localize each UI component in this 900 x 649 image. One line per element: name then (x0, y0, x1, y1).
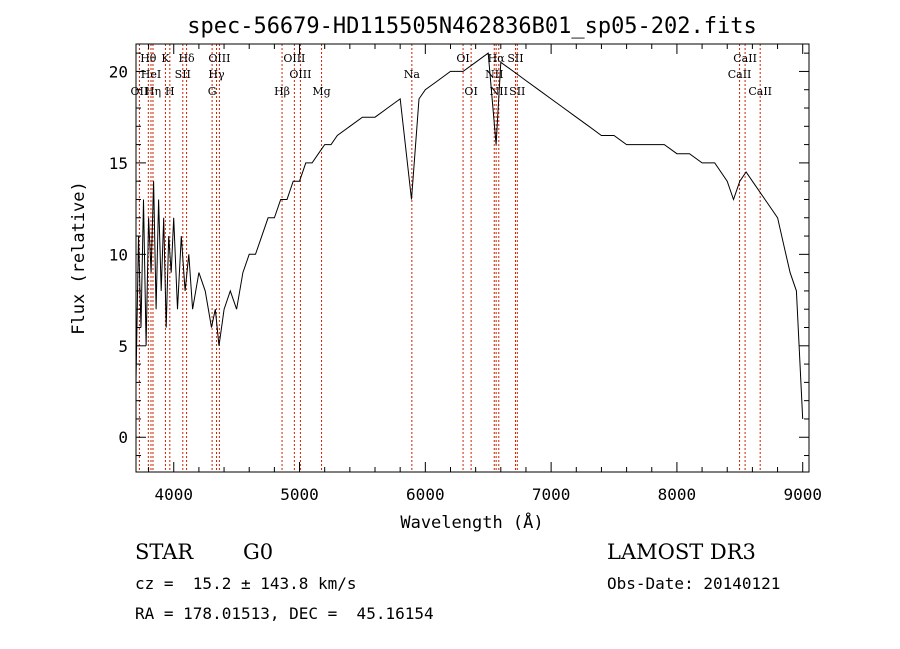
redshift-value: cz = 15.2 ± 143.8 km/s (135, 574, 357, 593)
observation-date: Obs-Date: 20140121 (607, 574, 781, 593)
x-axis-label: Wavelength (Å) (400, 511, 543, 533)
line-label-11: OIII (283, 52, 305, 65)
line-label-5: H (165, 85, 175, 98)
coordinates: RA = 178.01513, DEC = 45.16154 (135, 604, 434, 623)
survey-name: LAMOST DR3 (607, 540, 756, 564)
line-label-14: Mg (312, 85, 330, 98)
line-label-17: OI (464, 85, 477, 98)
x-tick-label-6000: 6000 (406, 485, 445, 504)
y-tick-label-15: 15 (109, 154, 128, 173)
line-label-22: SII (509, 85, 525, 98)
line-label-12: OIII (289, 68, 311, 81)
y-axis: 0 5 10 15 20 (109, 52, 809, 457)
line-label-16: OI (456, 52, 469, 65)
line-label-6: SII (175, 68, 191, 81)
y-tick-label-10: 10 (109, 245, 128, 264)
x-tick-label-5000: 5000 (280, 485, 319, 504)
chart-title: spec-56679-HD115505N462836B01_sp05-202.f… (187, 14, 757, 39)
line-label-0: Hθ (140, 52, 157, 65)
line-label-10: G (208, 85, 217, 98)
line-label-13: Hβ (274, 85, 290, 98)
line-label-2: HeI (141, 68, 161, 81)
object-subclass: G0 (243, 540, 274, 564)
line-label-9: Hγ (208, 68, 225, 81)
y-tick-label-5: 5 (118, 337, 128, 356)
line-label-23: CaII (733, 52, 757, 65)
line-label-15: Na (404, 68, 421, 81)
x-tick-label-4000: 4000 (154, 485, 193, 504)
line-label-1: OII (131, 85, 149, 98)
spectrum-line (135, 52, 804, 420)
object-class: STAR (135, 540, 194, 564)
x-axis: 4000 5000 6000 7000 8000 9000 (148, 44, 822, 504)
y-axis-label: Flux (relative) (69, 181, 89, 335)
line-label-3: Hη (145, 85, 161, 98)
line-label-7: Hδ (178, 52, 195, 65)
x-tick-label-9000: 9000 (783, 485, 822, 504)
line-label-8: OIII (208, 52, 230, 65)
x-tick-label-8000: 8000 (658, 485, 697, 504)
spectral-line-markers (138, 44, 761, 472)
plot-frame (135, 43, 810, 473)
line-label-24: CaII (728, 68, 752, 81)
x-tick-label-7000: 7000 (532, 485, 571, 504)
line-label-25: CaII (748, 85, 772, 98)
line-label-21: SII (507, 52, 523, 65)
y-tick-label-0: 0 (118, 428, 128, 447)
line-label-4: K (161, 52, 170, 65)
y-tick-label-20: 20 (109, 62, 128, 81)
